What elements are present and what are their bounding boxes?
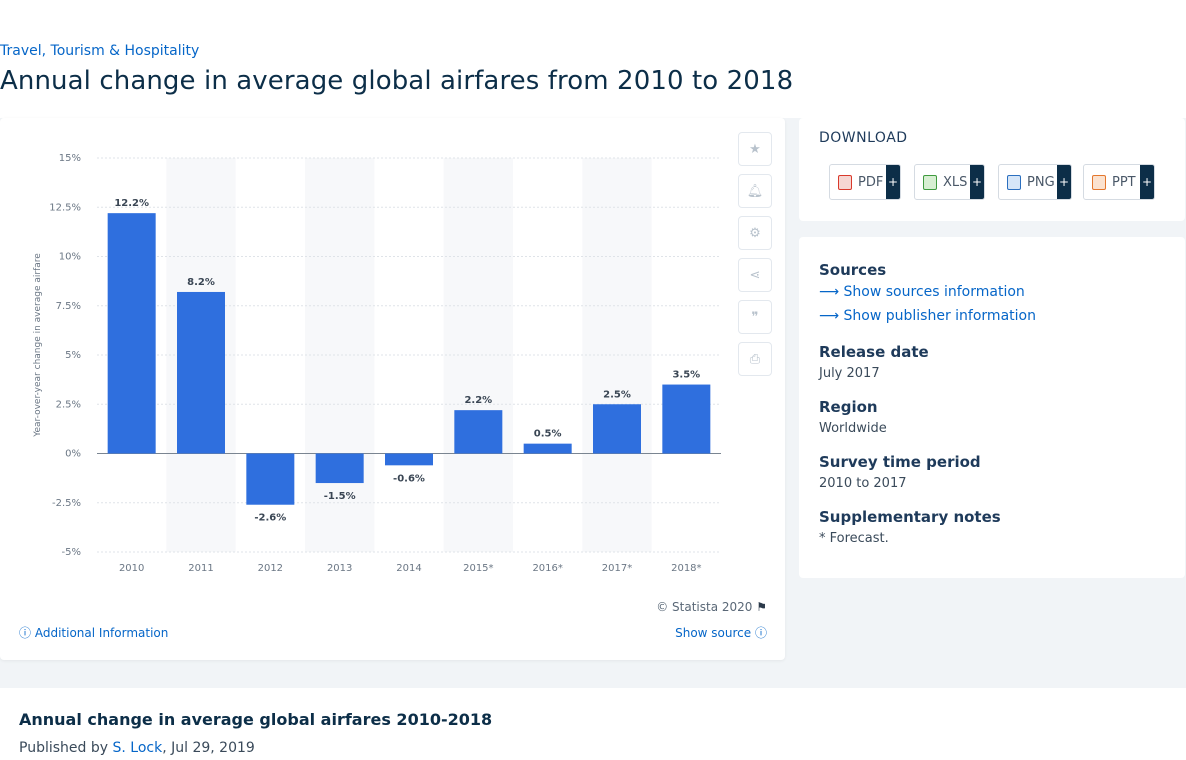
bar — [593, 404, 641, 454]
bar — [454, 410, 503, 454]
y-tick-label: 5% — [65, 350, 81, 361]
breadcrumb[interactable]: Travel, Tourism & Hospitality — [0, 43, 200, 59]
bar — [662, 384, 711, 454]
show-sources-link[interactable]: ⟶ Show sources information — [819, 284, 1025, 300]
info-icon: ⓘ — [19, 626, 32, 640]
gear-icon[interactable]: ⚙ — [738, 216, 772, 250]
chart-toolbar: ★ 🔔︎ ⚙ ⋖ ❞ ⎙ — [738, 132, 772, 384]
download-xls-label: XLS — [943, 174, 968, 190]
show-sources-label: Show sources information — [843, 284, 1025, 300]
data-label: -0.6% — [393, 473, 425, 484]
download-png-plus[interactable]: + — [1057, 165, 1071, 199]
bell-icon[interactable]: 🔔︎ — [738, 174, 772, 208]
release-date-value: July 2017 — [819, 366, 880, 381]
download-xls-button[interactable]: XLS + — [914, 164, 985, 200]
x-tick-label: 2012 — [258, 563, 283, 574]
download-panel: DOWNLOAD PDF + XLS + PNG + PPT + — [799, 118, 1185, 221]
download-png-label: PNG — [1027, 174, 1055, 190]
y-tick-label: 2.5% — [56, 399, 81, 410]
supplementary-notes-value: * Forecast. — [819, 531, 889, 546]
download-ppt-label: PPT — [1112, 174, 1136, 190]
download-pdf-plus[interactable]: + — [886, 165, 900, 199]
x-tick-label: 2016* — [532, 563, 562, 574]
y-tick-label: 10% — [59, 252, 81, 263]
y-tick-label: 0% — [65, 449, 81, 460]
download-ppt-button[interactable]: PPT + — [1083, 164, 1155, 200]
show-publisher-label: Show publisher information — [843, 308, 1036, 324]
chart-card: -5% -2.5% 0% 2.5% 5% 7.5% 10% 12.5% 15% Year-over… — [0, 118, 785, 660]
show-source-link[interactable]: Show source ⓘ — [675, 624, 767, 641]
y-tick-label: 15% — [59, 153, 81, 164]
page-header: Travel, Tourism & Hospitality Annual cha… — [0, 0, 1186, 118]
download-png-button[interactable]: PNG + — [998, 164, 1072, 200]
data-label: 12.2% — [114, 198, 149, 209]
published-prefix: Published by — [19, 740, 113, 756]
x-tick-label: 2010 — [119, 563, 144, 574]
share-icon[interactable]: ⋖ — [738, 258, 772, 292]
y-tick-label: -5% — [62, 547, 81, 558]
x-tick-label: 2011 — [188, 563, 213, 574]
xls-file-icon — [923, 174, 937, 190]
data-label: 2.2% — [464, 395, 492, 406]
arrow-right-icon: ⟶ — [819, 308, 840, 324]
quote-icon[interactable]: ❞ — [738, 300, 772, 334]
png-file-icon — [1007, 174, 1021, 190]
download-pdf-button[interactable]: PDF + — [829, 164, 901, 200]
bar — [177, 291, 225, 454]
copyright: © Statista 2020 ⚑ — [656, 600, 767, 614]
sources-heading: Sources — [819, 261, 887, 279]
y-tick-label: 12.5% — [49, 202, 81, 213]
download-pdf-label: PDF — [858, 174, 884, 190]
bar — [315, 453, 364, 484]
supplementary-notes-heading: Supplementary notes — [819, 508, 1001, 526]
additional-information-label: Additional Information — [34, 626, 169, 640]
survey-period-value: 2010 to 2017 — [819, 476, 907, 491]
release-date-heading: Release date — [819, 343, 929, 361]
ppt-file-icon — [1092, 174, 1106, 190]
star-icon[interactable]: ★ — [738, 132, 772, 166]
copyright-text: © Statista 2020 — [656, 600, 753, 614]
published-by: Published by S. Lock, Jul 29, 2019 — [19, 740, 255, 756]
info-icon: ⓘ — [754, 626, 767, 640]
data-label: 8.2% — [187, 277, 215, 288]
additional-information-link[interactable]: ⓘ Additional Information — [19, 624, 168, 641]
x-tick-label: 2017* — [602, 563, 632, 574]
region-value: Worldwide — [819, 421, 887, 436]
author-link[interactable]: S. Lock — [112, 740, 163, 756]
bar — [107, 213, 156, 454]
arrow-right-icon: ⟶ — [819, 284, 840, 300]
download-title: DOWNLOAD — [819, 130, 908, 146]
y-axis-label: Year-over-year change in average airfare — [33, 253, 43, 438]
data-label: -2.6% — [254, 513, 286, 524]
publication-card: Annual change in average global airfares… — [0, 688, 1186, 760]
x-tick-label: 2018* — [671, 563, 701, 574]
download-xls-plus[interactable]: + — [970, 165, 984, 199]
pdf-file-icon — [838, 174, 852, 190]
published-date: , Jul 29, 2019 — [162, 740, 255, 756]
data-label: 0.5% — [534, 429, 562, 440]
y-tick-label: -2.5% — [52, 498, 81, 509]
x-tick-label: 2015* — [463, 563, 493, 574]
flag-icon[interactable]: ⚑ — [756, 600, 767, 614]
bar — [385, 453, 433, 466]
download-ppt-plus[interactable]: + — [1140, 165, 1154, 199]
show-publisher-link[interactable]: ⟶ Show publisher information — [819, 308, 1036, 324]
print-icon[interactable]: ⎙ — [738, 342, 772, 376]
x-tick-label: 2013 — [327, 563, 352, 574]
show-source-label: Show source — [675, 626, 752, 640]
statistic-info-panel: Sources ⟶ Show sources information ⟶ Sho… — [799, 237, 1185, 578]
data-label: 3.5% — [672, 370, 700, 381]
y-tick-label: 7.5% — [56, 301, 81, 312]
bar — [246, 453, 295, 505]
page-title: Annual change in average global airfares… — [0, 66, 794, 96]
publication-title: Annual change in average global airfares… — [19, 710, 493, 729]
data-label: -1.5% — [324, 491, 356, 502]
region-heading: Region — [819, 398, 878, 416]
x-tick-label: 2014 — [396, 563, 421, 574]
bar-chart: -5% -2.5% 0% 2.5% 5% 7.5% 10% 12.5% 15% Year-over… — [33, 153, 721, 574]
survey-period-heading: Survey time period — [819, 453, 981, 471]
bar — [523, 443, 572, 454]
data-label: 2.5% — [603, 389, 631, 400]
